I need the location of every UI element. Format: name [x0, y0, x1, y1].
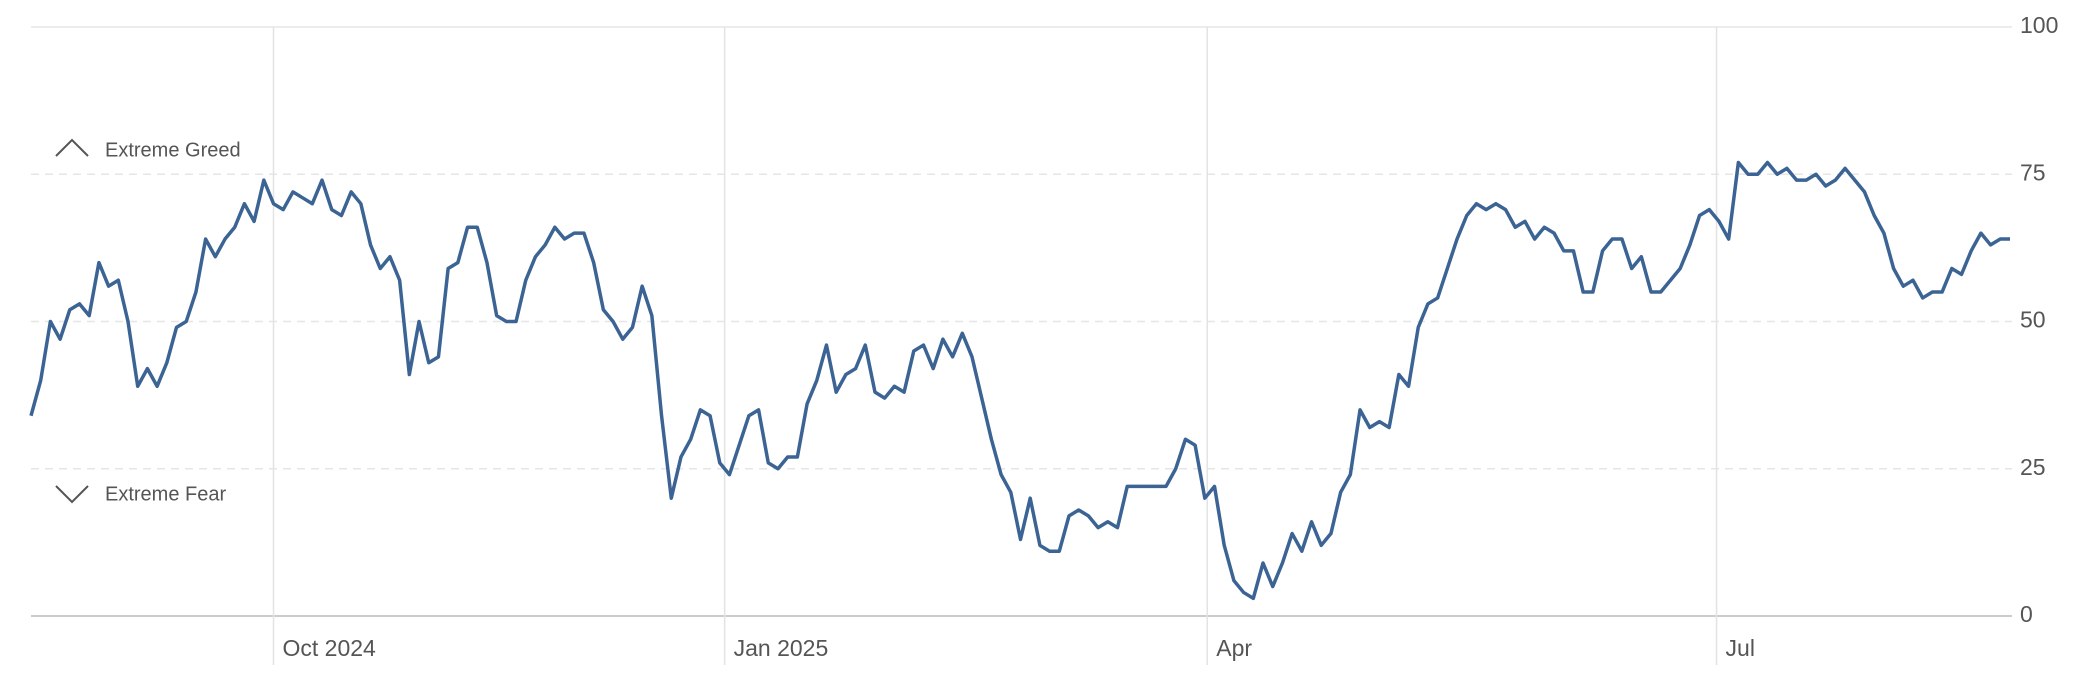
annotation: Extreme Greed [105, 139, 241, 161]
x-tick-label: Jan 2025 [734, 635, 829, 661]
series-line [29, 160, 2010, 601]
y-tick-label: 0 [2020, 601, 2033, 627]
y-tick-label: 25 [2020, 454, 2046, 480]
y-tick-label: 50 [2020, 307, 2046, 333]
annotation: Extreme Fear [105, 483, 226, 505]
y-tick-label: 75 [2020, 159, 2046, 185]
x-tick-label: Jul [1726, 635, 1755, 661]
y-tick-label: 100 [2020, 12, 2058, 38]
fear-icon [55, 485, 89, 504]
greed-icon [55, 138, 89, 157]
x-tick-label: Apr [1216, 635, 1252, 661]
x-tick-label: Oct 2024 [283, 635, 377, 661]
